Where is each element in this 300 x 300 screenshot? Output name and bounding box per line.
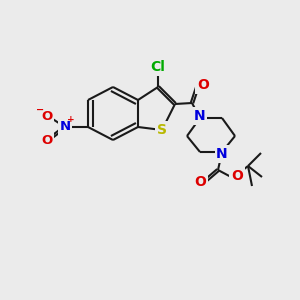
Text: O: O bbox=[231, 169, 243, 183]
Text: S: S bbox=[157, 123, 167, 137]
Text: N: N bbox=[216, 147, 228, 161]
Text: O: O bbox=[194, 175, 206, 189]
Text: Cl: Cl bbox=[151, 60, 165, 74]
Text: +: + bbox=[67, 116, 75, 124]
Text: N: N bbox=[59, 121, 70, 134]
Text: N: N bbox=[194, 109, 206, 123]
Text: O: O bbox=[197, 78, 209, 92]
Text: O: O bbox=[41, 110, 52, 122]
Text: −: − bbox=[36, 105, 44, 115]
Text: O: O bbox=[41, 134, 52, 146]
